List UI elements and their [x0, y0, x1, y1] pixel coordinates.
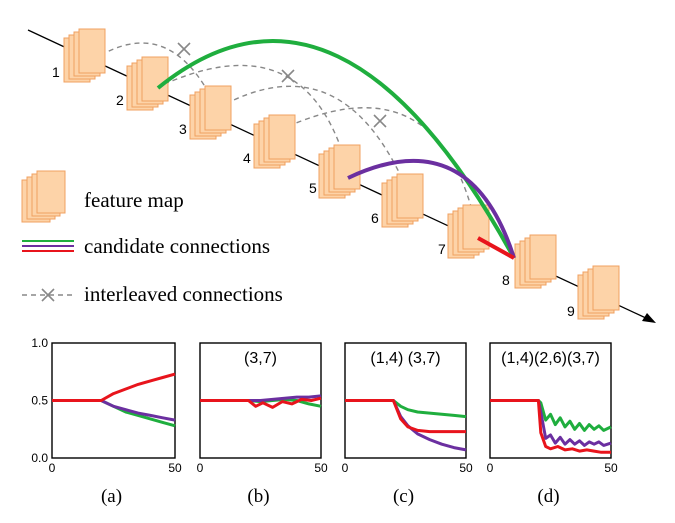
interleaved-arc-3-6 — [217, 85, 406, 186]
feature-map-9 — [577, 265, 620, 320]
layer-label-8: 8 — [502, 272, 510, 288]
x-mark-icon — [373, 114, 387, 128]
layer-label-2: 2 — [116, 92, 124, 108]
x-tick-label: 0 — [49, 461, 56, 475]
feature-map-4 — [253, 114, 296, 169]
panel-caption: (d) — [537, 486, 559, 507]
legend-candidate-label: candidate connections — [84, 234, 270, 258]
network-diagram: 1 2 3 4 5 6 7 8 9 feature map candidate … — [21, 28, 656, 323]
charts-row: 1.00.50.00 50(a)0 50(3,7)(b)0 50(1,4) (3,7)… — [31, 336, 618, 507]
candidate-arc-5-8 — [347, 158, 516, 259]
y-tick-label: 0.5 — [31, 394, 48, 408]
interleaved-arc-1-3 — [92, 42, 217, 108]
chart-panel-2: 0 50 (3,7) (b) — [197, 342, 328, 507]
panel-title: (1,4)(2,6)(3,7) — [501, 350, 600, 367]
arrowhead-icon — [642, 313, 656, 323]
interleaved-arc-4-7 — [279, 107, 473, 211]
x-tick-label: 0 — [197, 461, 204, 475]
series-line-3 — [345, 399, 466, 434]
candidate-line-7-8 — [477, 236, 515, 260]
chart-panel-3: 0 50 (1,4) (3,7) (c) — [342, 342, 473, 507]
y-tick-label: 0.0 — [31, 451, 48, 465]
x-tick-label: 50 — [314, 461, 328, 475]
chart-panel-4: 0 50 (1,4)(2,6)(3,7) (d) — [487, 342, 618, 507]
legend-interleaved-label: interleaved connections — [84, 282, 283, 306]
series-line-2 — [490, 399, 612, 447]
panel-caption: (a) — [101, 486, 122, 507]
panel-caption: (c) — [393, 486, 414, 507]
panel-caption: (b) — [247, 486, 269, 507]
legend-feature-map-label: feature map — [84, 188, 184, 212]
layer-label-4: 4 — [243, 150, 251, 166]
legend: feature map candidate connections interl… — [21, 170, 283, 306]
x-mark-icon — [177, 42, 191, 56]
x-tick-label: 0 — [487, 461, 494, 475]
feature-map-8 — [514, 234, 557, 289]
x-mark-icon — [281, 69, 295, 83]
feature-map-7 — [447, 204, 490, 259]
feature-map-5 — [318, 144, 361, 199]
chart-panel-1: 1.0 0.5 0.00 50 (a) — [31, 336, 182, 507]
layer-label-3: 3 — [179, 121, 187, 137]
legend-feature-map-icon — [21, 170, 66, 223]
feature-map-1 — [63, 28, 106, 83]
layer-label-7: 7 — [438, 241, 446, 257]
x-tick-label: 50 — [459, 461, 473, 475]
panel-title: (1,4) (3,7) — [370, 350, 440, 367]
series-line-1 — [490, 399, 612, 432]
x-tick-label: 50 — [168, 461, 182, 475]
series-line-2 — [52, 399, 176, 422]
legend-feature-map-swatch — [21, 170, 66, 223]
series-line-3 — [52, 372, 176, 402]
interleaved-arc-2-5 — [155, 64, 345, 158]
layer-label-1: 1 — [52, 64, 60, 80]
x-tick-label: 0 — [342, 461, 349, 475]
legend-candidate-swatch — [22, 240, 74, 252]
feature-map-3 — [189, 85, 232, 140]
plot-frame — [51, 342, 176, 459]
legend-interleaved-swatch — [22, 288, 74, 302]
series-line-3 — [200, 396, 322, 409]
layer-label-6: 6 — [371, 210, 379, 226]
series-line-3 — [490, 399, 611, 454]
y-tick-label: 1.0 — [31, 336, 48, 350]
layer-label-5: 5 — [309, 180, 317, 196]
x-tick-label: 50 — [604, 461, 618, 475]
feature-map-6 — [381, 173, 424, 228]
panel-title: (3,7) — [244, 350, 277, 367]
layer-label-9: 9 — [567, 303, 575, 319]
